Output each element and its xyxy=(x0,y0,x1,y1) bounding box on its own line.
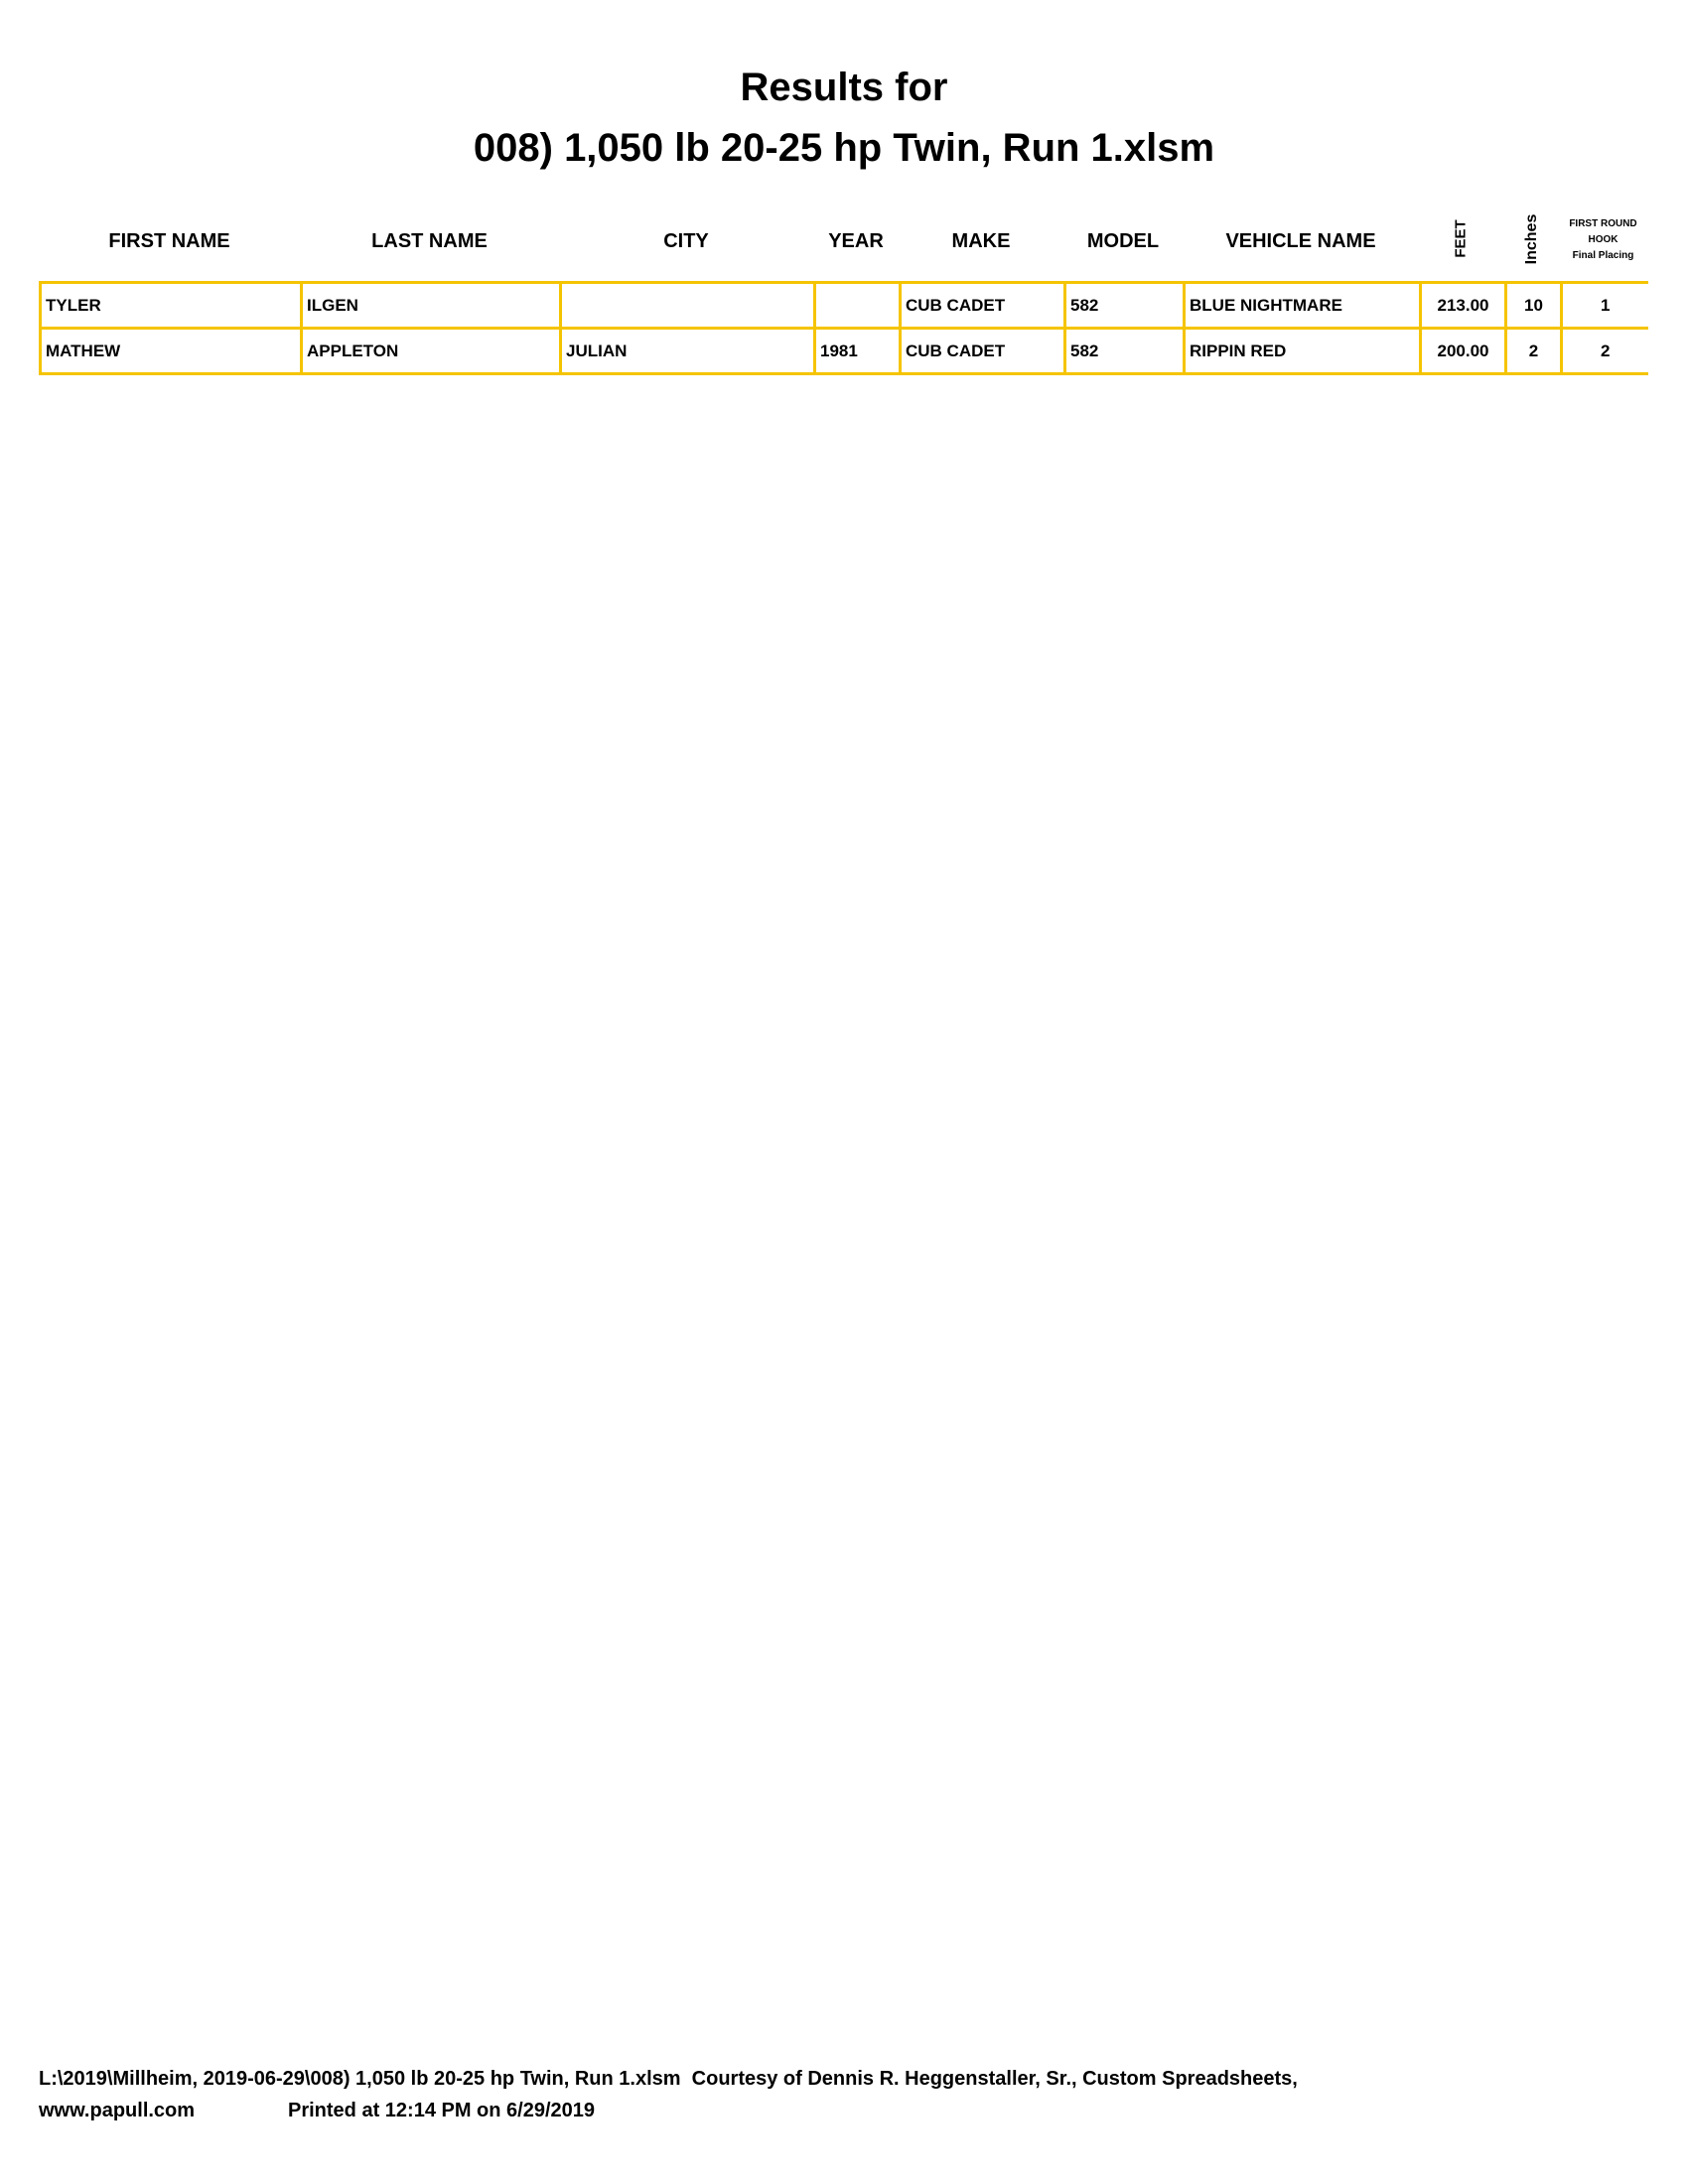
cell-model: 582 xyxy=(1063,281,1186,330)
header-first-name: FIRST NAME xyxy=(108,229,230,252)
cell-make: CUB CADET xyxy=(899,327,1066,375)
cell-year xyxy=(813,281,902,330)
cell-last-name: ILGEN xyxy=(300,281,562,330)
cell-placing: 1 xyxy=(1560,281,1648,330)
header-feet: FEET xyxy=(1452,219,1470,258)
cell-year: 1981 xyxy=(813,327,902,375)
header-last-name: LAST NAME xyxy=(371,229,488,252)
cell-placing: 2 xyxy=(1560,327,1648,375)
footer-printed: Printed at 12:14 PM on 6/29/2019 xyxy=(288,2100,596,2121)
cell-model: 582 xyxy=(1063,327,1186,375)
title-line-1: Results for xyxy=(740,66,948,109)
cell-inches: 10 xyxy=(1504,281,1563,330)
cell-first-name: MATHEW xyxy=(39,327,303,375)
header-placing: FIRST ROUND HOOK Final Placing xyxy=(1560,216,1646,264)
cell-feet: 200.00 xyxy=(1419,327,1507,375)
cell-inches: 2 xyxy=(1504,327,1563,375)
footer-website: www.papull.com xyxy=(39,2100,196,2121)
cell-make: CUB CADET xyxy=(899,281,1066,330)
header-inches: Inches xyxy=(1523,213,1540,265)
cell-city xyxy=(559,281,816,330)
header-model: MODEL xyxy=(1086,229,1160,252)
table-row: TYLER ILGEN CUB CADET 582 BLUE NIGHTMARE… xyxy=(39,281,1648,330)
footer-path: L:\2019\Millheim, 2019-06-29\008) 1,050 … xyxy=(39,2068,1298,2090)
cell-last-name: APPLETON xyxy=(300,327,562,375)
cell-vehicle-name: BLUE NIGHTMARE xyxy=(1183,281,1422,330)
header-vehicle-name: VEHICLE NAME xyxy=(1225,229,1376,252)
table-row: MATHEW APPLETON JULIAN 1981 CUB CADET 58… xyxy=(39,327,1648,375)
cell-city: JULIAN xyxy=(559,327,816,375)
title-line-2: 008) 1,050 lb 20-25 hp Twin, Run 1.xlsm xyxy=(473,126,1215,170)
placing-line-1: FIRST ROUND xyxy=(1569,218,1637,229)
cell-vehicle-name: RIPPIN RED xyxy=(1183,327,1422,375)
cell-first-name: TYLER xyxy=(39,281,303,330)
placing-line-2: HOOK xyxy=(1588,234,1618,245)
header-year: YEAR xyxy=(828,229,884,252)
header-city: CITY xyxy=(663,229,709,252)
results-table: TYLER ILGEN CUB CADET 582 BLUE NIGHTMARE… xyxy=(39,281,1648,375)
placing-line-3: Final Placing xyxy=(1572,250,1634,261)
header-make: MAKE xyxy=(951,229,1011,252)
cell-feet: 213.00 xyxy=(1419,281,1507,330)
